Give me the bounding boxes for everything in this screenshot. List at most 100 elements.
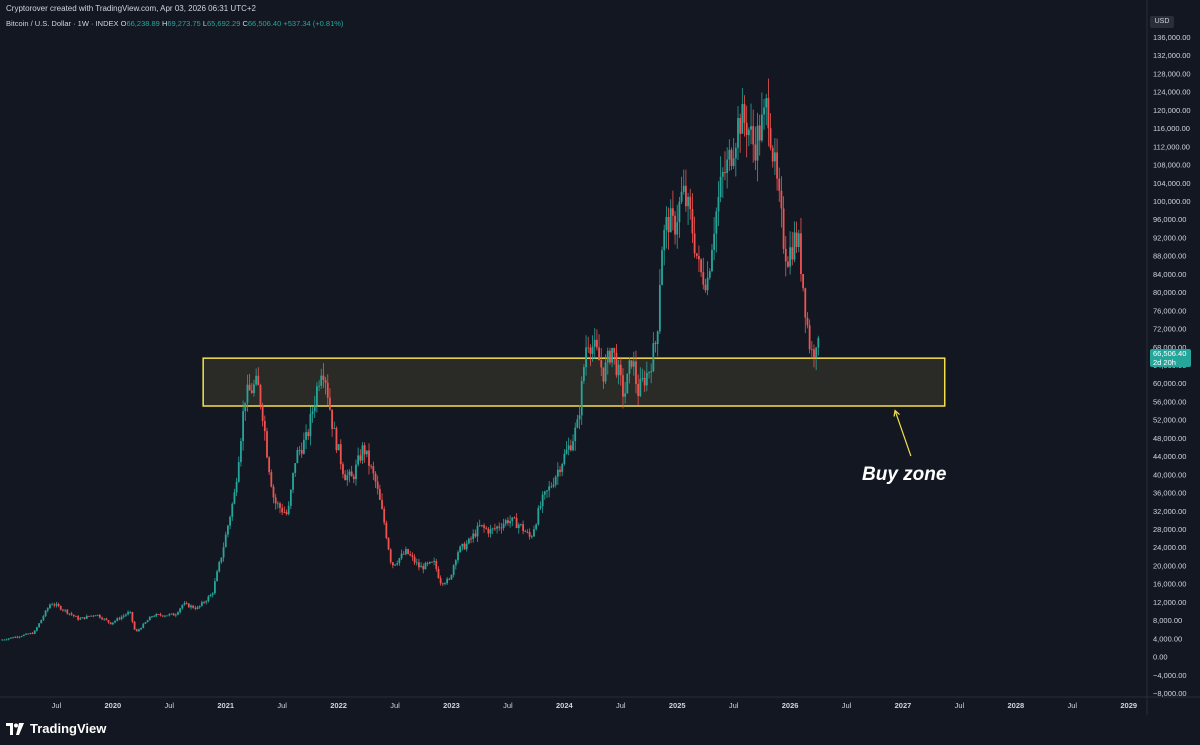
candle-body bbox=[767, 98, 770, 129]
candle-body bbox=[687, 196, 689, 207]
candle-body bbox=[609, 350, 611, 363]
candle-body bbox=[409, 553, 412, 556]
candle-body bbox=[572, 441, 574, 451]
symbol-name[interactable]: Bitcoin / U.S. Dollar · 1W · INDEX bbox=[6, 19, 119, 28]
candle-body bbox=[207, 596, 210, 602]
candle-body bbox=[439, 578, 442, 584]
candle-body bbox=[569, 445, 572, 451]
candle-body bbox=[157, 614, 160, 615]
candle-body bbox=[363, 445, 366, 455]
candle-body bbox=[77, 616, 80, 620]
candle-body bbox=[66, 609, 69, 614]
candle-body bbox=[311, 411, 314, 414]
candle-body bbox=[463, 543, 466, 550]
candle-body bbox=[602, 367, 605, 382]
candle-body bbox=[665, 216, 668, 230]
candle-body bbox=[782, 208, 785, 249]
candle-body bbox=[765, 98, 768, 108]
candle-body bbox=[626, 373, 629, 394]
candle-body bbox=[257, 375, 260, 386]
candle-body bbox=[515, 517, 518, 529]
buy-zone-rectangle bbox=[202, 357, 946, 407]
candle-body bbox=[435, 560, 438, 569]
candle-body bbox=[281, 507, 284, 513]
price-tick-label: 24,000.00 bbox=[1153, 543, 1186, 552]
tradingview-logo-text: TradingView bbox=[30, 721, 107, 736]
candle-body bbox=[493, 528, 496, 530]
buy-zone-arrow bbox=[894, 410, 912, 457]
candle-body bbox=[166, 615, 169, 617]
candle-body bbox=[600, 360, 603, 368]
high-label: H bbox=[161, 19, 168, 28]
candle-body bbox=[322, 375, 325, 380]
candle-body bbox=[774, 152, 776, 162]
candle-body bbox=[114, 620, 116, 623]
time-tick-label: 2029 bbox=[1120, 701, 1137, 710]
candle-body bbox=[233, 492, 236, 504]
candle-body bbox=[667, 216, 670, 233]
candle-body bbox=[46, 608, 49, 611]
candle-body bbox=[622, 375, 624, 397]
candle-body bbox=[129, 612, 132, 613]
candle-body bbox=[381, 499, 383, 509]
candle-body bbox=[689, 196, 692, 210]
candle-body bbox=[589, 347, 592, 354]
candle-body bbox=[741, 104, 744, 134]
close-value: 66,506.40 bbox=[247, 19, 282, 28]
candle-body bbox=[22, 634, 25, 637]
candle-body bbox=[691, 209, 694, 234]
price-tick-label: −8,000.00 bbox=[1153, 689, 1187, 698]
candle-body bbox=[537, 508, 540, 525]
candle-body bbox=[784, 248, 787, 262]
candle-body bbox=[237, 462, 240, 482]
candle-body bbox=[320, 375, 323, 386]
candle-body bbox=[752, 126, 755, 145]
time-tick-label: Jul bbox=[52, 701, 62, 710]
candle-body bbox=[94, 615, 97, 617]
price-tick-label: 16,000.00 bbox=[1153, 580, 1186, 589]
price-tick-label: 100,000.00 bbox=[1153, 197, 1191, 206]
candle-body bbox=[1, 639, 4, 641]
price-tick-label: 132,000.00 bbox=[1153, 51, 1191, 60]
price-tick-label: 72,000.00 bbox=[1153, 325, 1186, 334]
candle-body bbox=[138, 629, 140, 632]
candle-body bbox=[211, 593, 214, 595]
candle-body bbox=[485, 527, 488, 529]
candle-body bbox=[507, 520, 509, 524]
currency-label[interactable]: USD bbox=[1150, 16, 1174, 28]
candle-body bbox=[144, 622, 147, 624]
time-tick-label: Jul bbox=[503, 701, 513, 710]
candle-body bbox=[383, 508, 386, 523]
candle-body bbox=[420, 566, 422, 568]
candle-body bbox=[678, 201, 681, 223]
candle-body bbox=[756, 125, 759, 161]
price-tick-label: 128,000.00 bbox=[1153, 69, 1191, 78]
candle-body bbox=[51, 604, 53, 606]
time-tick-label: 2026 bbox=[782, 701, 799, 710]
price-tick-label: 92,000.00 bbox=[1153, 233, 1186, 242]
candle-body bbox=[387, 537, 390, 550]
candle-body bbox=[498, 526, 501, 528]
candle-body bbox=[428, 561, 431, 564]
candle-body bbox=[433, 560, 436, 562]
candle-body bbox=[140, 628, 142, 630]
candle-body bbox=[216, 571, 218, 582]
candle-body bbox=[229, 516, 231, 526]
candle-body bbox=[598, 347, 600, 361]
candle-body bbox=[561, 464, 564, 472]
candle-body bbox=[771, 147, 774, 162]
candle-body bbox=[645, 372, 648, 386]
candle-body bbox=[596, 339, 598, 348]
candle-body bbox=[75, 616, 77, 617]
candle-body bbox=[344, 474, 347, 481]
buy-zone-label[interactable]: Buy zone bbox=[862, 464, 947, 485]
candle-body bbox=[606, 350, 609, 363]
candle-body bbox=[368, 450, 370, 466]
candle-body bbox=[181, 604, 184, 609]
tradingview-logo[interactable]: TradingView bbox=[6, 721, 106, 736]
candle-body bbox=[378, 488, 381, 500]
candle-body bbox=[413, 556, 416, 563]
candle-body bbox=[18, 636, 21, 638]
candle-body bbox=[398, 558, 401, 564]
